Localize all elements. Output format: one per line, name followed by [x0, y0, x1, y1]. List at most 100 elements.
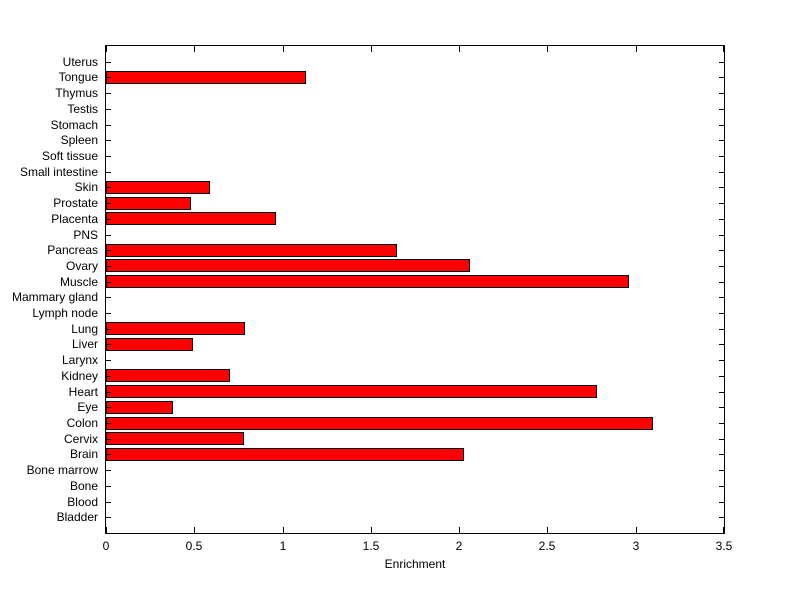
bar-lung: [106, 322, 245, 335]
ytick-label-kidney: Kidney: [61, 369, 98, 383]
y-axis-tick: [106, 470, 111, 471]
bar-ovary: [106, 259, 470, 272]
x-axis-tick: [636, 527, 637, 533]
y-axis-tick: [106, 313, 111, 314]
plot-area: [105, 45, 725, 534]
x-axis-tick: [459, 46, 460, 52]
bar-cervix: [106, 432, 244, 445]
y-axis-tick: [106, 344, 111, 345]
y-axis-tick: [106, 282, 111, 283]
xtick-label-1-5: 1.5: [362, 539, 380, 553]
y-axis-tick: [719, 219, 724, 220]
ytick-label-larynx: Larynx: [61, 353, 98, 367]
x-axis-tick: [194, 46, 195, 52]
y-axis-tick: [719, 392, 724, 393]
bar-eye: [106, 401, 173, 414]
y-axis-tick: [106, 203, 111, 204]
x-axis-tick: [194, 527, 195, 533]
x-axis-title: Enrichment: [384, 557, 446, 571]
y-axis-tick: [106, 439, 111, 440]
ytick-label-testis: Testis: [67, 102, 98, 116]
xtick-label-3: 3: [632, 539, 640, 553]
y-axis-tick: [106, 77, 111, 78]
y-axis-tick: [719, 329, 724, 330]
y-axis-tick: [719, 125, 724, 126]
bar-prostate: [106, 197, 191, 210]
y-axis-tick: [106, 156, 111, 157]
ytick-label-bone: Bone: [69, 479, 98, 493]
ytick-label-lung: Lung: [71, 322, 98, 336]
y-axis-tick: [719, 297, 724, 298]
ytick-label-placenta: Placenta: [51, 212, 98, 226]
x-axis-tick: [636, 46, 637, 52]
ytick-label-blood: Blood: [67, 495, 98, 509]
ytick-label-skin: Skin: [74, 180, 98, 194]
x-axis-tick: [106, 527, 107, 533]
ytick-label-eye: Eye: [77, 400, 98, 414]
xtick-label-2-5: 2.5: [538, 539, 556, 553]
x-axis-tick: [283, 527, 284, 533]
y-axis-tick: [719, 502, 724, 503]
y-axis-tick: [719, 470, 724, 471]
y-axis-tick: [106, 140, 111, 141]
xtick-label-0-5: 0.5: [185, 539, 203, 553]
y-axis-tick: [719, 376, 724, 377]
ytick-label-ovary: Ovary: [65, 259, 98, 273]
xtick-label-3-5: 3.5: [715, 539, 733, 553]
bar-heart: [106, 385, 597, 398]
ytick-label-liver: Liver: [71, 337, 98, 351]
y-axis-tick: [106, 62, 111, 63]
xtick-label-2: 2: [455, 539, 463, 553]
bar-brain: [106, 448, 464, 461]
ytick-label-prostate: Prostate: [53, 196, 98, 210]
y-axis-tick: [106, 486, 111, 487]
bar-liver: [106, 338, 193, 351]
ytick-label-spleen: Spleen: [60, 133, 98, 147]
ytick-label-cervix: Cervix: [63, 432, 98, 446]
bar-pancreas: [106, 244, 397, 257]
y-axis-tick: [106, 125, 111, 126]
y-axis-tick: [106, 376, 111, 377]
x-axis-tick: [283, 46, 284, 52]
y-axis-tick: [719, 454, 724, 455]
y-axis-tick: [106, 172, 111, 173]
y-axis-tick: [106, 329, 111, 330]
y-axis-tick: [719, 439, 724, 440]
y-axis-tick: [719, 156, 724, 157]
x-axis-tick: [106, 46, 107, 52]
y-axis-tick: [106, 423, 111, 424]
y-axis-tick: [719, 235, 724, 236]
y-axis-tick: [719, 172, 724, 173]
y-axis-tick: [719, 486, 724, 487]
y-axis-tick: [106, 517, 111, 518]
ytick-label-bladder: Bladder: [56, 510, 98, 524]
y-axis-tick: [106, 392, 111, 393]
ytick-label-muscle: Muscle: [59, 275, 98, 289]
y-axis-tick: [106, 187, 111, 188]
bar-muscle: [106, 275, 629, 288]
bar-placenta: [106, 212, 276, 225]
y-axis-tick: [106, 235, 111, 236]
bar-skin: [106, 181, 210, 194]
ytick-label-colon: Colon: [66, 416, 98, 430]
y-axis-tick: [719, 109, 724, 110]
ytick-label-tongue: Tongue: [58, 70, 98, 84]
ytick-label-stomach: Stomach: [50, 118, 98, 132]
y-axis-tick: [719, 77, 724, 78]
x-axis-tick: [371, 46, 372, 52]
y-axis-tick: [719, 62, 724, 63]
y-axis-tick: [719, 93, 724, 94]
bar-tongue: [106, 71, 306, 84]
ytick-label-mammary-gland: Mammary gland: [11, 290, 98, 304]
y-axis-tick: [719, 187, 724, 188]
y-axis-tick: [106, 250, 111, 251]
ytick-label-bone-marrow: Bone marrow: [26, 463, 98, 477]
y-axis-tick: [719, 344, 724, 345]
xtick-label-0: 0: [102, 539, 110, 553]
ytick-label-lymph-node: Lymph node: [32, 306, 98, 320]
ytick-label-small-intestine: Small intestine: [19, 165, 98, 179]
x-axis-tick: [547, 527, 548, 533]
y-axis-tick: [719, 250, 724, 251]
ytick-label-thymus: Thymus: [55, 86, 98, 100]
